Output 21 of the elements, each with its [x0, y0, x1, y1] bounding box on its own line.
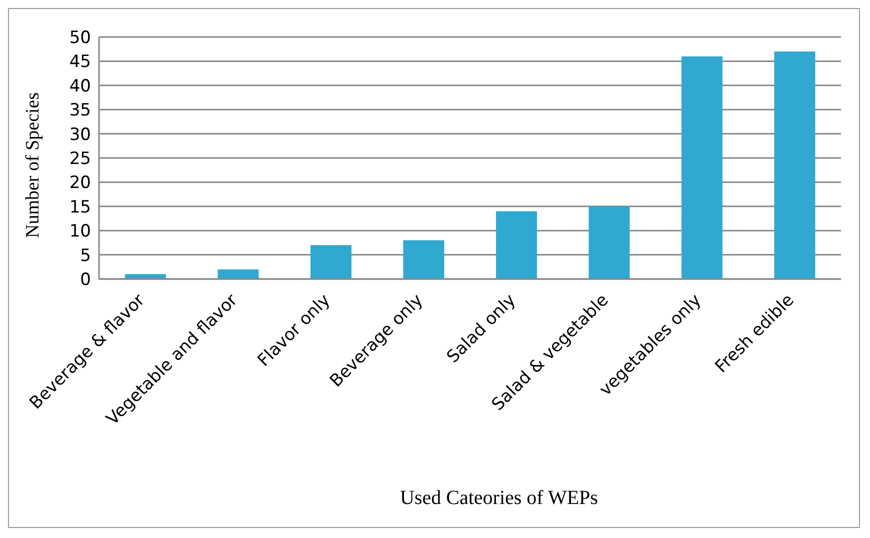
- y-tick-label: 20: [69, 173, 91, 194]
- y-tick-label: 15: [69, 197, 91, 218]
- y-tick-label: 40: [69, 76, 91, 96]
- y-tick-label: 25: [69, 149, 91, 170]
- bar: [310, 245, 352, 279]
- y-tick-label: 45: [69, 52, 91, 72]
- y-tick-label: 0: [80, 270, 91, 290]
- bar: [403, 240, 444, 279]
- bar: [496, 211, 537, 279]
- y-axis-title: Number of Species: [22, 92, 44, 238]
- y-tick-label: 35: [69, 100, 91, 121]
- y-tick-label: 50: [69, 28, 91, 48]
- x-axis-title: Used Cateories of WEPs: [399, 487, 599, 510]
- y-tick-label: 5: [80, 246, 91, 266]
- bar: [774, 52, 816, 279]
- bar: [588, 206, 630, 279]
- y-tick-label: 30: [69, 124, 91, 145]
- bar: [218, 269, 259, 279]
- bar: [124, 274, 166, 279]
- bar: [681, 56, 722, 279]
- y-tick-label: 10: [69, 222, 91, 242]
